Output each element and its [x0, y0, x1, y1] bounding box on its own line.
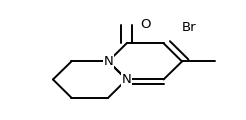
Text: N: N: [103, 55, 113, 68]
Text: Br: Br: [182, 21, 197, 34]
Text: N: N: [122, 73, 132, 86]
Text: O: O: [140, 18, 150, 31]
